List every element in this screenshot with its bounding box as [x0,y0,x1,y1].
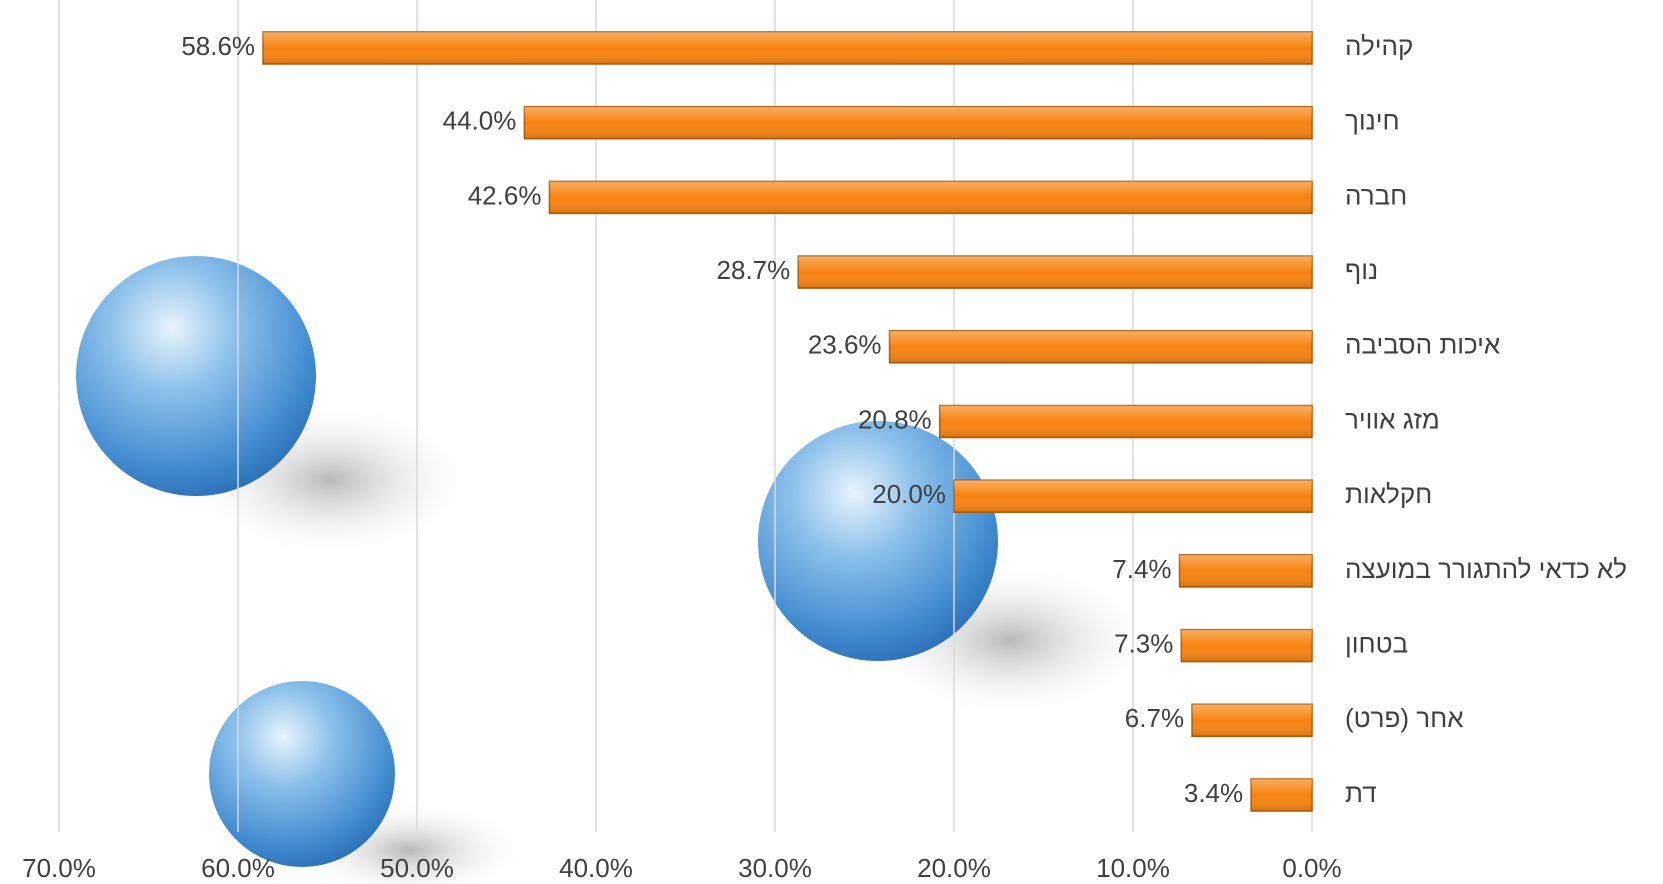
x-tick-label: 20.0% [917,853,991,883]
x-tick-label: 40.0% [559,853,633,883]
category-label: חינוך [1345,106,1400,136]
bar [1250,778,1313,812]
value-label: 20.0% [872,479,946,509]
value-label: 23.6% [808,330,882,360]
category-label: דת [1345,778,1377,808]
category-label: נוף [1345,255,1378,285]
category-label: קהילה [1345,31,1413,61]
value-label: 42.6% [468,180,542,210]
x-tick-label: 70.0% [22,853,96,883]
bar [1178,554,1313,588]
value-label: 44.0% [443,106,517,136]
value-label: 28.7% [717,255,791,285]
category-label: איכות הסביבה [1345,330,1500,360]
value-label: 6.7% [1125,703,1184,733]
category-label: חברה [1345,180,1407,210]
bar [523,105,1313,140]
x-tick-label: 50.0% [380,853,454,883]
category-label: אחר (פרט) [1345,703,1464,733]
sphere [758,421,998,661]
bar [797,255,1313,289]
value-label: 58.6% [181,31,255,61]
category-label: מזג אוויר [1345,404,1440,434]
value-label: 3.4% [1184,778,1243,808]
category-label: חקלאות [1345,479,1432,509]
decoration [76,256,1160,884]
bar [888,330,1313,364]
bar [953,479,1313,513]
x-tick-label: 60.0% [201,853,275,883]
category-label: לא כדאי להתגורר במועצה [1345,554,1627,584]
bar [938,404,1313,439]
sphere [76,256,316,496]
bar [262,31,1313,65]
bar [1180,628,1313,663]
bar [548,180,1313,215]
bar [1191,703,1313,738]
x-tick-label: 0.0% [1282,853,1341,883]
category-label: בטחון [1345,628,1408,658]
x-tick-label: 10.0% [1096,853,1170,883]
sphere [209,681,395,867]
value-label: 7.3% [1114,628,1173,658]
x-tick-label: 30.0% [738,853,812,883]
value-label: 20.8% [858,404,932,434]
value-label: 7.4% [1112,554,1171,584]
